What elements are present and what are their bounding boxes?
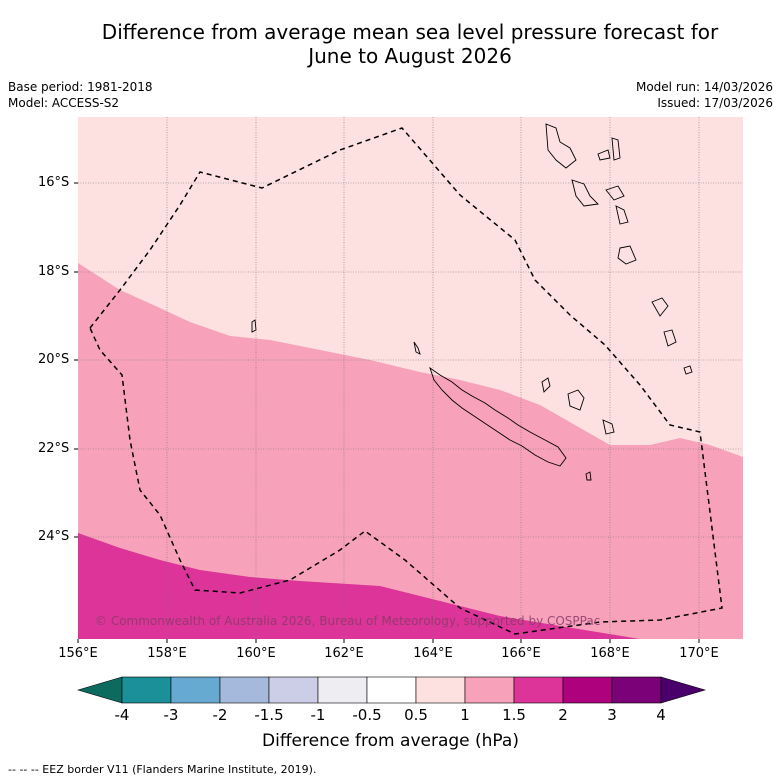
cbar-tick-2: -2	[212, 706, 228, 724]
copyright-notice: © Commonwealth of Australia 2026, Bureau…	[95, 614, 601, 628]
vanuatu-south	[585, 297, 693, 481]
colorbar-seg-8	[513, 676, 564, 704]
cbar-tick-10: 3	[607, 706, 617, 724]
colorbar-seg-9	[562, 676, 613, 704]
x-tick-170e: 170°E	[679, 646, 719, 661]
x-tick-168e: 168°E	[590, 646, 630, 661]
x-tick-164e: 164°E	[413, 646, 453, 661]
y-tick-16s: 16°S	[38, 175, 70, 190]
x-tick-156e: 156°E	[58, 646, 98, 661]
colorbar	[76, 676, 707, 704]
cbar-tick-6: 0.5	[404, 706, 428, 724]
cbar-tick-9: 2	[558, 706, 568, 724]
x-tick-158e: 158°E	[147, 646, 187, 661]
cbar-tick-0: -4	[114, 706, 130, 724]
x-tick-162e: 162°E	[324, 646, 364, 661]
map-area	[78, 117, 743, 639]
cbar-tick-7: 1	[460, 706, 470, 724]
colorbar-seg-2	[219, 676, 270, 704]
colorbar-seg-5	[366, 676, 417, 704]
cbar-tick-5: -0.5	[352, 706, 382, 724]
title-line-2: June to August 2026	[308, 44, 512, 68]
colorbar-over-arrow	[660, 676, 707, 704]
vanuatu-central	[597, 137, 637, 265]
meta-left: Base period: 1981-2018 Model: ACCESS-S2	[8, 79, 153, 111]
chesterfield-islands	[251, 319, 421, 355]
colorbar-seg-3	[268, 676, 319, 704]
chart-title: Difference from average mean sea level p…	[40, 20, 780, 68]
axis-ticks	[74, 182, 700, 643]
colorbar-label: Difference from average (hPa)	[262, 731, 519, 751]
cbar-tick-11: 4	[656, 706, 666, 724]
model-name: Model: ACCESS-S2	[8, 96, 120, 110]
loyalty-islands	[541, 377, 615, 435]
cbar-tick-3: -1.5	[254, 706, 284, 724]
y-tick-20s: 20°S	[38, 352, 70, 367]
colorbar-under-arrow	[76, 676, 123, 704]
cbar-tick-4: -1	[310, 706, 326, 724]
coastlines	[251, 123, 693, 481]
y-tick-24s: 24°S	[38, 529, 70, 544]
y-tick-18s: 18°S	[38, 264, 70, 279]
issued-date: Issued: 17/03/2026	[657, 96, 773, 110]
eez-border	[89, 127, 723, 635]
model-run: Model run: 14/03/2026	[635, 80, 773, 94]
x-tick-160e: 160°E	[236, 646, 276, 661]
new-caledonia-coast	[429, 366, 567, 467]
band-1-to-1-5	[78, 263, 743, 639]
colorbar-seg-4	[317, 676, 368, 704]
colorbar-seg-10	[611, 676, 662, 704]
title-line-1: Difference from average mean sea level p…	[101, 20, 719, 44]
colorbar-seg-0	[121, 676, 172, 704]
eez-footnote: -- -- -- EEZ border V11 (Flanders Marine…	[8, 763, 317, 776]
vanuatu-north	[545, 123, 599, 207]
colorbar-seg-6	[415, 676, 466, 704]
meta-right: Model run: 14/03/2026 Issued: 17/03/2026	[636, 79, 773, 111]
y-tick-22s: 22°S	[38, 441, 70, 456]
cbar-tick-1: -3	[163, 706, 179, 724]
x-tick-166e: 166°E	[501, 646, 541, 661]
cbar-tick-8: 1.5	[502, 706, 526, 724]
colorbar-seg-7	[464, 676, 515, 704]
colorbar-seg-1	[170, 676, 221, 704]
base-period: Base period: 1981-2018	[8, 80, 153, 94]
band-1-5-to-2	[78, 533, 640, 639]
